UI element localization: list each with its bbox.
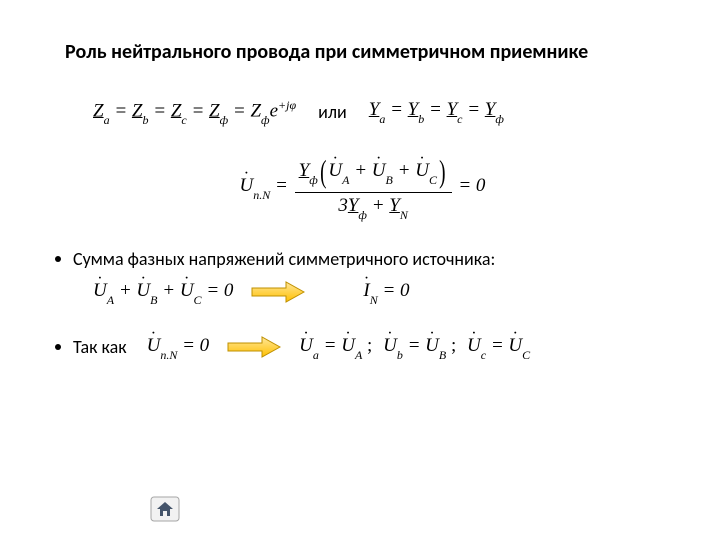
eq3-right: IN = 0 [363, 280, 409, 305]
eq3-left: UA + UB + UC = 0 [93, 280, 233, 305]
bullet-2: Так как Un.N = 0 Ua = UA ; Ub = UB ; Uc … [55, 335, 670, 360]
bullet-icon [55, 344, 61, 350]
eq2-lhs: Un.N = [240, 175, 288, 196]
bullet-icon [55, 256, 61, 262]
arrow-icon [251, 281, 305, 303]
home-button[interactable] [150, 496, 180, 522]
eq-z: Za = Zb = Zc = Zф = Zфe+jφ [93, 98, 296, 125]
eq-y: Ya = Yb = Yc = Yф [369, 99, 504, 124]
equation-row-1: Za = Zb = Zc = Zф = Zфe+jφ или Ya = Yb =… [93, 98, 670, 125]
bullet-2-text: Так как [73, 336, 127, 358]
bullet-1: Сумма фазных напряжений симметричного ис… [55, 248, 670, 270]
arrow-icon [227, 336, 281, 358]
eq4-result: Ua = UA ; Ub = UB ; Uc = UC [299, 335, 530, 360]
slide-title: Роль нейтрального провода при симметричн… [65, 40, 670, 64]
equation-row-3: UA + UB + UC = 0 IN = 0 [93, 280, 670, 305]
eq2-rhs: = 0 [458, 175, 485, 196]
eq2-den: 3Yф + YN [295, 193, 452, 220]
bullet-1-text: Сумма фазных напряжений симметричного ис… [73, 248, 495, 270]
eq2-num: Yф(UA + UB + UC) [295, 153, 452, 193]
equation-row-2: Un.N = Yф(UA + UB + UC) 3Yф + YN = 0 [55, 153, 670, 220]
eq4-cond: Un.N = 0 [147, 335, 210, 360]
or-text: или [318, 101, 347, 123]
